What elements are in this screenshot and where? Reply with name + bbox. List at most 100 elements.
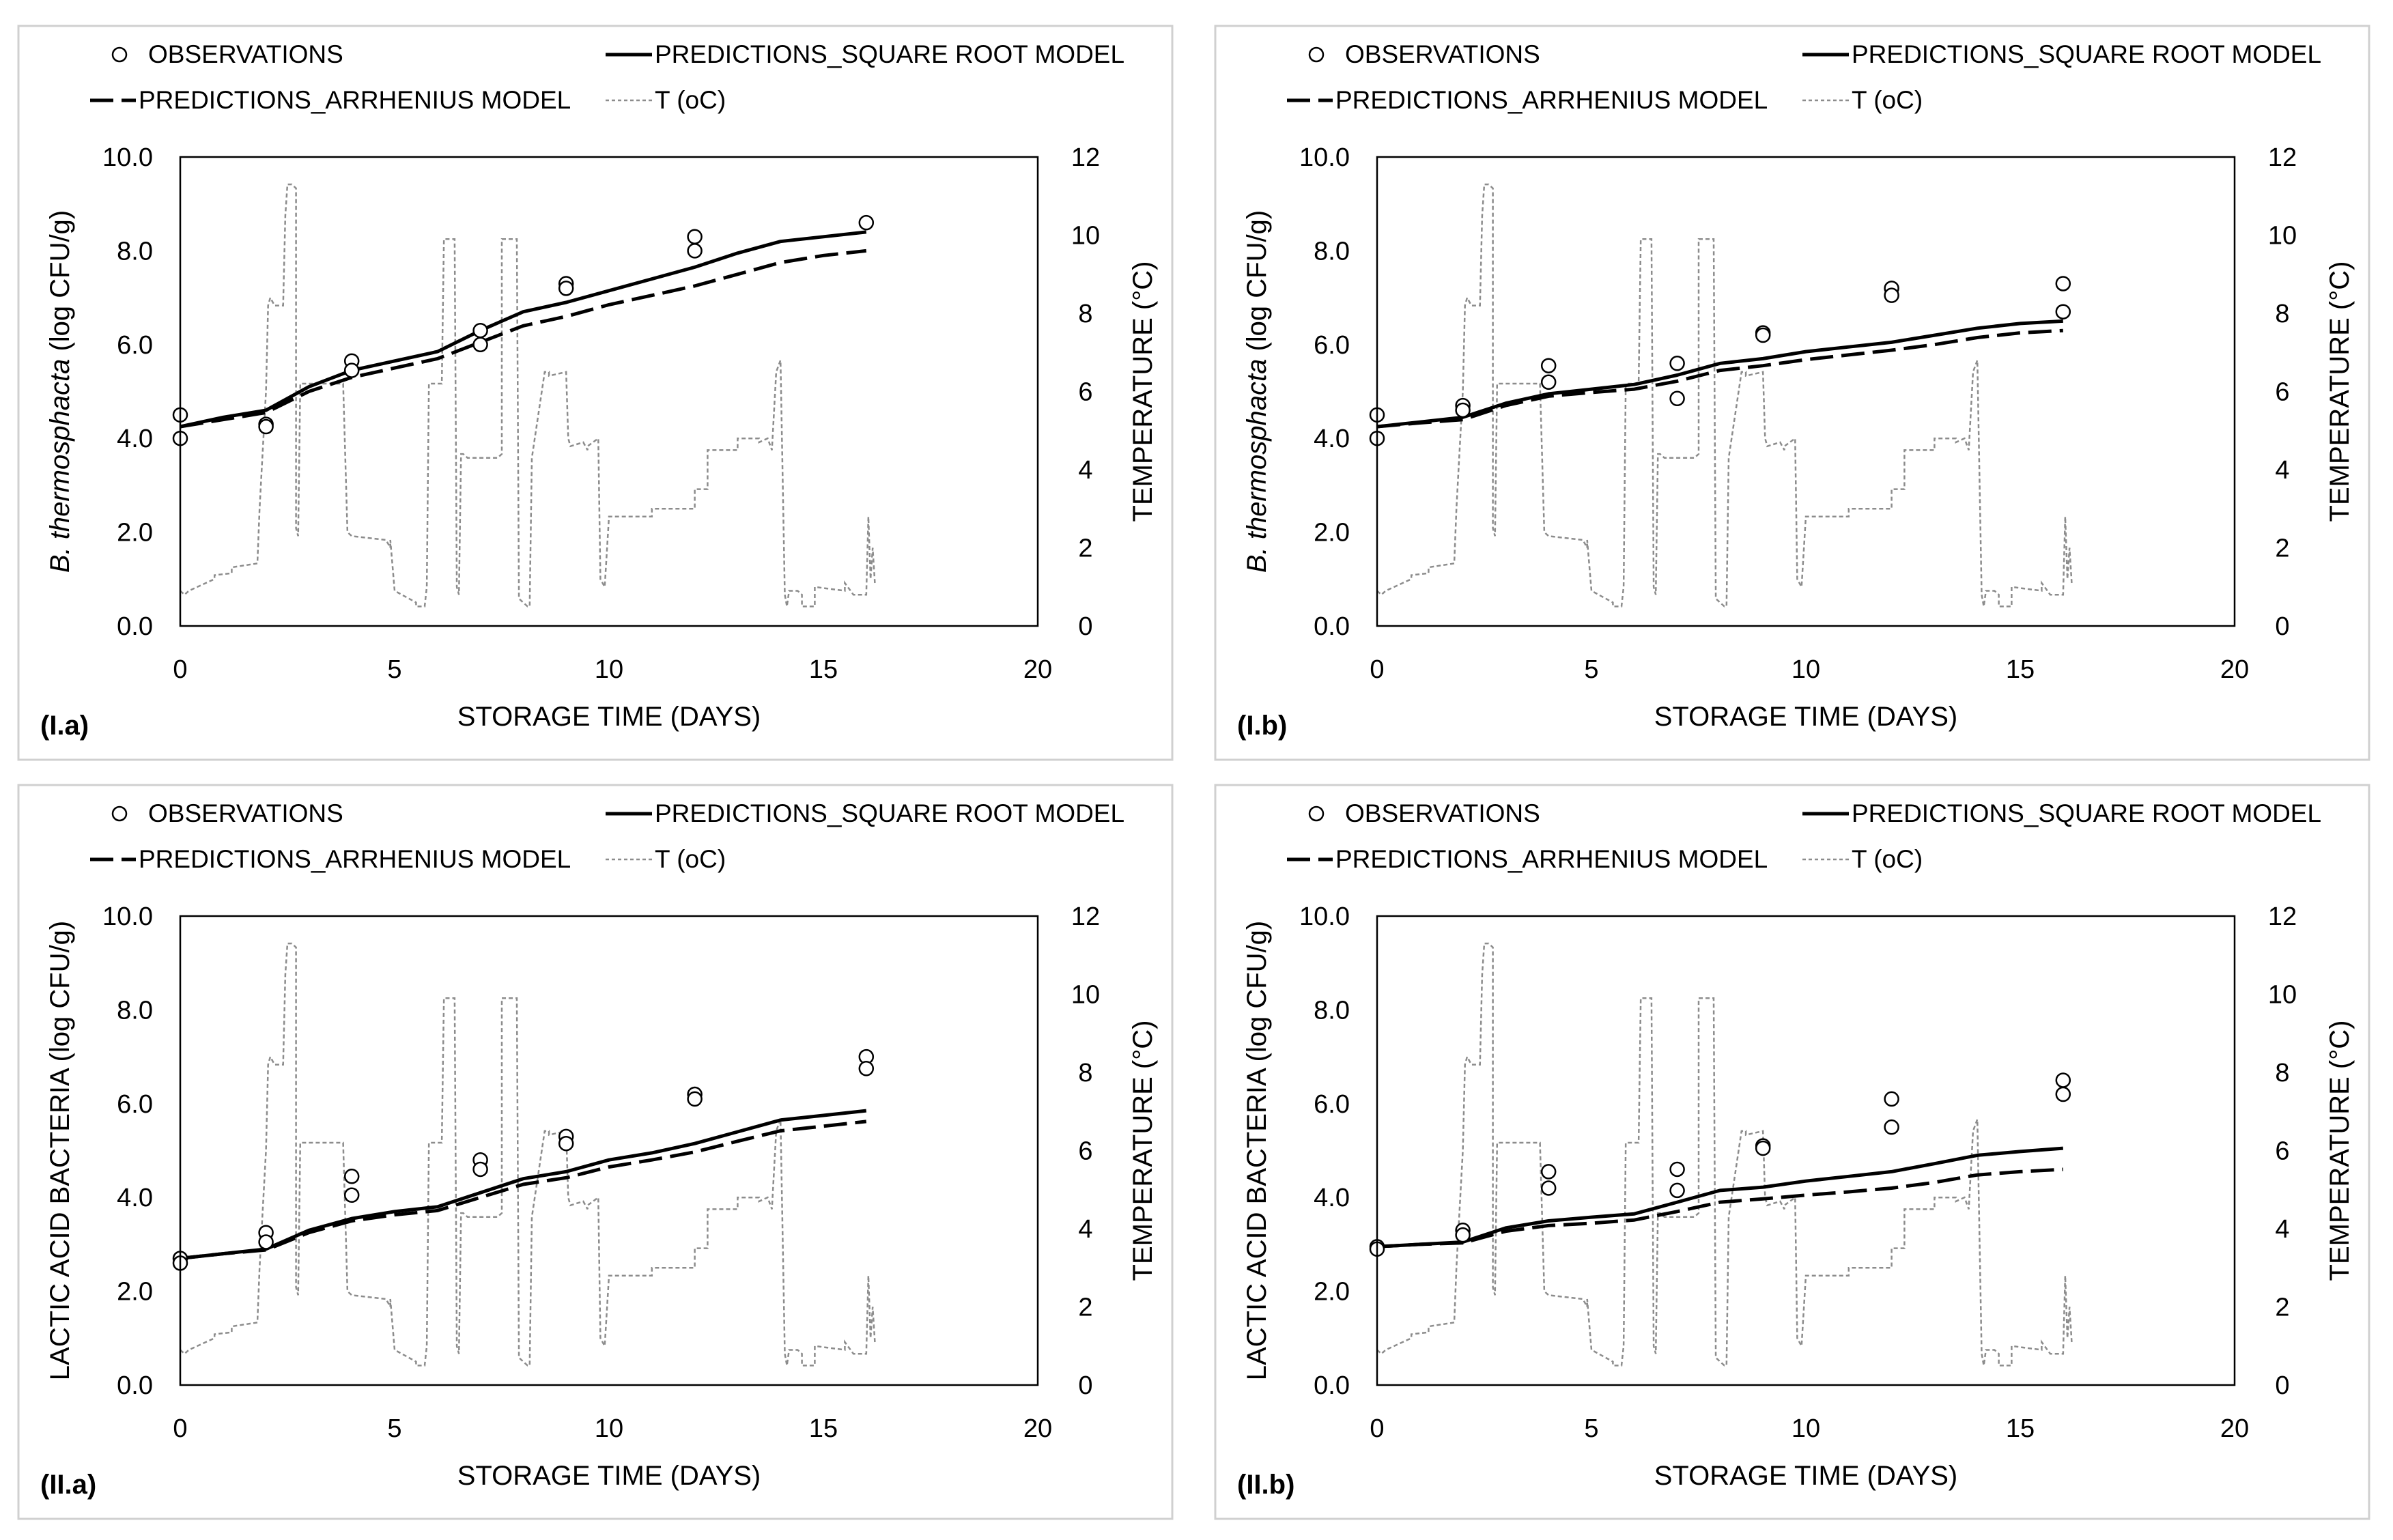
y-tick-label: 6.0 — [117, 1090, 153, 1119]
observation-point — [1669, 356, 1685, 371]
legend-square-root-label: PREDICTIONS_SQUARE ROOT MODEL — [1852, 40, 2321, 68]
observation-point — [558, 1135, 574, 1152]
legend-observation-marker — [111, 805, 128, 822]
y-axis-title-units: (log CFU/g) — [45, 210, 75, 359]
legend-arrhenius-label: PREDICTIONS_ARRHENIUS MODEL — [1335, 86, 1768, 114]
x-axis-title: STORAGE TIME (DAYS) — [457, 702, 761, 732]
x-tick-label: 10 — [1792, 1414, 1820, 1443]
panel-label: (I.a) — [40, 711, 89, 741]
y-tick-label: 10.0 — [102, 902, 153, 931]
x-tick-label: 10 — [595, 1414, 623, 1443]
y2-tick-label: 6 — [2275, 1137, 2289, 1166]
square-root-model-line — [1376, 319, 2063, 429]
y2-tick-label: 10 — [1071, 222, 1100, 251]
observation-point — [258, 1234, 274, 1250]
legend-arrhenius-label: PREDICTIONS_ARRHENIUS MODEL — [1335, 845, 1768, 873]
observation-point — [1669, 1182, 1685, 1199]
legend-temperature-label: T (oC) — [655, 845, 726, 873]
y2-tick-label: 4 — [1078, 1215, 1092, 1244]
observation-point — [1540, 1164, 1557, 1180]
y2-tick-label: 2 — [2275, 534, 2289, 563]
y-tick-label: 0.0 — [117, 1371, 153, 1400]
y-axis-title-units: LACTIC ACID BACTERIA (log CFU/g) — [45, 921, 75, 1380]
y-tick-label: 0.0 — [1314, 612, 1350, 641]
legend: OBSERVATIONS PREDICTIONS_SQUARE ROOT MODE… — [1287, 40, 2321, 114]
temperature-line — [1376, 942, 2073, 1367]
legend-temperature-label: T (oC) — [1852, 86, 1923, 114]
legend: OBSERVATIONS PREDICTIONS_SQUARE ROOT MODE… — [1287, 799, 2321, 873]
plot-area — [1376, 915, 2236, 1386]
legend-temperature-label: T (oC) — [655, 86, 726, 114]
y-tick-label: 2.0 — [117, 1278, 153, 1307]
x-tick-label: 0 — [173, 655, 187, 684]
y2-tick-label: 12 — [2268, 143, 2297, 172]
square-root-model-line — [180, 1109, 867, 1260]
y-tick-label: 4.0 — [1314, 425, 1350, 453]
observation-point — [1755, 327, 1771, 343]
x-tick-label: 15 — [809, 655, 838, 684]
arrhenius-model-line — [180, 248, 867, 429]
observation-point — [343, 362, 360, 378]
square-root-model-line — [180, 230, 867, 429]
y-axis-title-species: B. thermosphacta — [1242, 359, 1272, 573]
y2-tick-label: 6 — [2275, 378, 2289, 407]
y-tick-label: 0.0 — [1314, 1371, 1350, 1400]
y2-tick-label: 0 — [2275, 1371, 2289, 1400]
observation-point — [1455, 1227, 1471, 1243]
legend-observations-label: OBSERVATIONS — [148, 799, 343, 827]
y-axis-title-species: B. thermosphacta — [45, 359, 75, 573]
observation-point — [1884, 287, 1899, 303]
observation-point — [1540, 1180, 1557, 1196]
y-axis-title: LACTIC ACID BACTERIA (log CFU/g) — [1242, 921, 1272, 1380]
panel-frame — [1214, 784, 2370, 1520]
y-tick-label: 2.0 — [1314, 519, 1350, 547]
x-tick-label: 0 — [1370, 655, 1384, 684]
observation-point — [687, 1091, 703, 1107]
y-axis-title-units: LACTIC ACID BACTERIA (log CFU/g) — [1242, 921, 1272, 1380]
y-tick-label: 8.0 — [1314, 996, 1350, 1025]
y-tick-label: 6.0 — [1314, 1090, 1350, 1119]
arrhenius-model-line — [1376, 328, 2063, 429]
y2-tick-label: 8 — [1078, 1059, 1092, 1087]
panel-1: OBSERVATIONS PREDICTIONS_SQUARE ROOT MODE… — [17, 25, 1174, 761]
y2-tick-label: 0 — [2275, 612, 2289, 641]
y-tick-label: 10.0 — [1299, 902, 1350, 931]
y2-axis-title: TEMPERATURE (°C) — [1128, 261, 1158, 522]
observation-point — [1669, 390, 1685, 407]
observation-point — [472, 322, 488, 339]
y-axis-title: LACTIC ACID BACTERIA (log CFU/g) — [45, 921, 75, 1380]
x-tick-label: 15 — [809, 1414, 838, 1443]
panel-4: OBSERVATIONS PREDICTIONS_SQUARE ROOT MODE… — [1214, 784, 2370, 1520]
x-tick-label: 15 — [2006, 1414, 2035, 1443]
y-tick-label: 10.0 — [102, 143, 153, 172]
y2-tick-label: 12 — [1071, 902, 1100, 931]
x-tick-label: 10 — [595, 655, 623, 684]
legend-temperature-label: T (oC) — [1852, 845, 1923, 873]
y2-tick-label: 2 — [1078, 534, 1092, 563]
legend-observations-label: OBSERVATIONS — [1345, 799, 1540, 827]
observation-point — [343, 1187, 360, 1203]
y2-tick-label: 10 — [2268, 981, 2297, 1010]
y-tick-label: 0.0 — [117, 612, 153, 641]
observation-point — [2055, 304, 2071, 319]
observation-point — [2055, 1072, 2071, 1088]
y-tick-label: 10.0 — [1299, 143, 1350, 172]
temperature-line — [180, 183, 876, 608]
x-tick-label: 5 — [1584, 655, 1598, 684]
temperature-line — [180, 942, 876, 1367]
y2-tick-label: 8 — [1078, 300, 1092, 328]
legend-observations-label: OBSERVATIONS — [1345, 40, 1540, 68]
x-axis-title: STORAGE TIME (DAYS) — [1654, 1461, 1958, 1491]
panel-frame — [17, 784, 1174, 1520]
y2-tick-label: 12 — [2268, 902, 2297, 931]
y2-tick-label: 0 — [1078, 612, 1092, 641]
panel-label: (I.b) — [1237, 711, 1287, 741]
y-tick-label: 8.0 — [1314, 237, 1350, 266]
y-axis-title: B. thermosphacta (log CFU/g) — [1242, 210, 1272, 573]
y-tick-label: 4.0 — [1314, 1184, 1350, 1212]
legend-observation-marker — [111, 46, 128, 63]
legend-square-root-label: PREDICTIONS_SQUARE ROOT MODEL — [1852, 799, 2321, 827]
plot-area — [179, 915, 1039, 1386]
legend-observation-marker — [1308, 805, 1325, 822]
observation-point — [472, 1161, 488, 1178]
